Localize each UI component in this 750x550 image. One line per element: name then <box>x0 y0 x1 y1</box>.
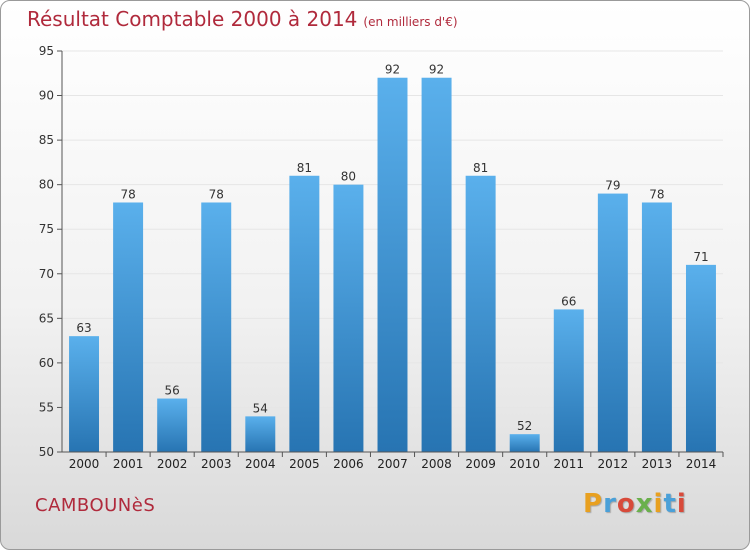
brand-letter: o <box>616 489 636 519</box>
x-tick-label: 2009 <box>465 457 496 471</box>
data-label-2014: 71 <box>693 250 708 264</box>
bar-2000 <box>69 336 100 452</box>
x-tick-label: 2004 <box>245 457 276 471</box>
y-tick-label: 75 <box>39 222 54 236</box>
data-label-2011: 66 <box>561 294 576 308</box>
x-tick-label: 2014 <box>686 457 717 471</box>
bars <box>69 77 716 453</box>
data-label-2002: 56 <box>165 384 180 398</box>
y-tick-label: 65 <box>39 311 54 325</box>
data-label-2004: 54 <box>253 401 268 415</box>
x-tick-label: 2006 <box>333 457 364 471</box>
data-label-2006: 80 <box>341 170 356 184</box>
data-label-2005: 81 <box>297 161 312 175</box>
bar-2001 <box>113 202 144 452</box>
y-tick-label: 55 <box>39 400 54 414</box>
x-tick-label: 2002 <box>157 457 188 471</box>
y-tick-label: 50 <box>39 445 54 459</box>
y-tick-label: 60 <box>39 356 54 370</box>
labels: 50 55 60 65 70 75 80 85 90 95 63 2000 78 2001 56 2002 78… <box>39 44 717 471</box>
data-label-2003: 78 <box>209 187 224 201</box>
brand-letter: x <box>635 489 654 519</box>
data-label-2008: 92 <box>429 63 444 77</box>
y-tick-label: 80 <box>39 178 54 192</box>
y-tick-label: 90 <box>39 89 54 103</box>
data-label-2000: 63 <box>76 321 91 335</box>
x-tick-label: 2007 <box>377 457 408 471</box>
bar-2002 <box>157 398 188 452</box>
data-label-2009: 81 <box>473 161 488 175</box>
brand-letter: i <box>676 489 687 519</box>
x-tick-label: 2000 <box>69 457 100 471</box>
x-tick-label: 2003 <box>201 457 232 471</box>
brand-letter: P <box>583 489 604 519</box>
bar-2006 <box>333 184 364 452</box>
data-label-2007: 92 <box>385 63 400 77</box>
bar-2011 <box>553 309 584 452</box>
x-tick-label: 2010 <box>509 457 540 471</box>
x-tick-label: 2008 <box>421 457 452 471</box>
y-tick-label: 70 <box>39 267 54 281</box>
data-label-2013: 78 <box>649 187 664 201</box>
x-tick-label: 2011 <box>553 457 584 471</box>
y-tick-label: 95 <box>39 44 54 58</box>
x-tick-label: 2012 <box>598 457 629 471</box>
x-tick-label: 2013 <box>642 457 673 471</box>
bar-2007 <box>377 77 408 452</box>
bar-2009 <box>465 175 496 452</box>
bar-2003 <box>201 202 232 452</box>
y-tick-label: 85 <box>39 133 54 147</box>
brand-letter: t <box>663 489 677 519</box>
data-label-2012: 79 <box>605 179 620 193</box>
bar-2005 <box>289 175 320 452</box>
axes <box>57 50 724 457</box>
title-text: Résultat Comptable 2000 à 2014 <box>27 7 358 31</box>
chart-title: Résultat Comptable 2000 à 2014 (en millie… <box>27 7 458 31</box>
bar-2008 <box>421 77 452 452</box>
brand-letter: r <box>603 489 617 519</box>
brand-letter: i <box>653 489 664 519</box>
bar-2012 <box>597 193 628 453</box>
title-unit: (en milliers d'€) <box>363 15 458 29</box>
bar-2013 <box>641 202 672 452</box>
data-label-2010: 52 <box>517 419 532 433</box>
commune-name: CAMBOUNèS <box>35 495 156 516</box>
x-tick-label: 2001 <box>113 457 144 471</box>
brand-logo: Proxiti <box>583 489 687 519</box>
bar-2014 <box>685 264 716 452</box>
data-label-2001: 78 <box>120 187 135 201</box>
bar-2004 <box>245 416 276 452</box>
x-tick-label: 2005 <box>289 457 320 471</box>
bar-2010 <box>509 434 540 452</box>
